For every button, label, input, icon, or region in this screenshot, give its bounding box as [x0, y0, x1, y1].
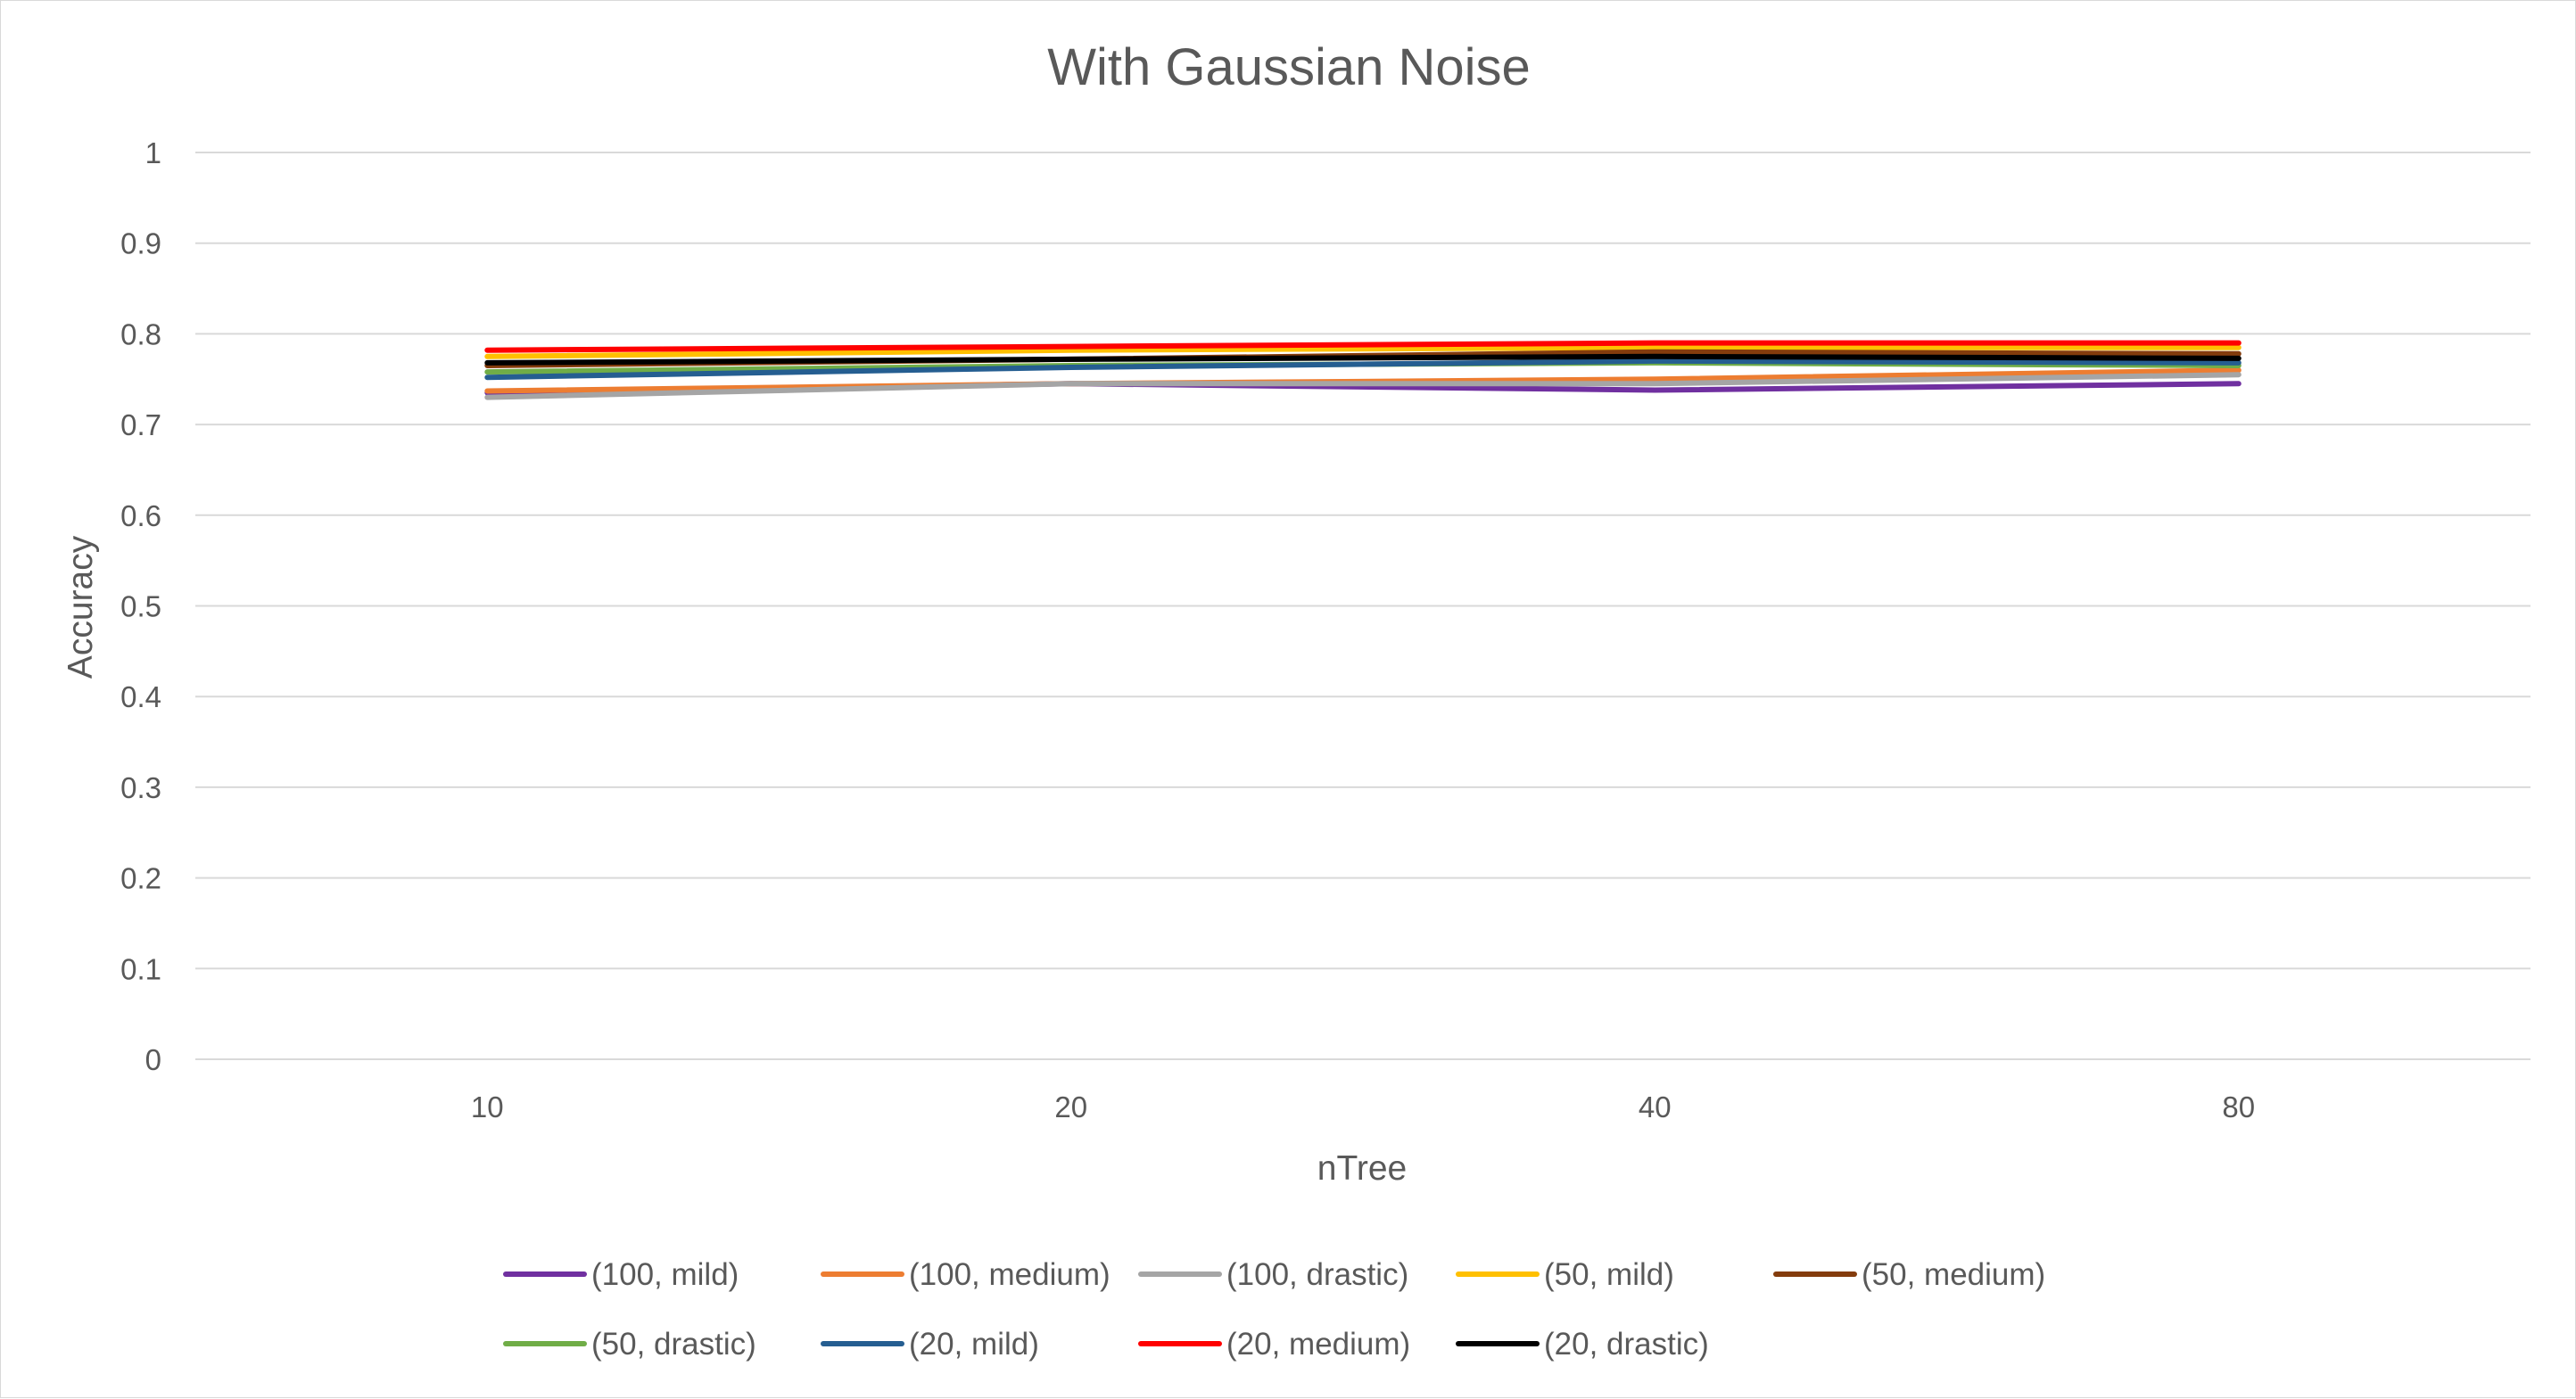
- legend-item: (100, drastic): [1138, 1257, 1408, 1292]
- y-tick-label: 0.4: [120, 680, 161, 713]
- x-tick-label: 10: [471, 1090, 504, 1123]
- legend-item: (50, mild): [1456, 1257, 1674, 1292]
- legend-label: (20, mild): [909, 1327, 1039, 1362]
- legend: (100, mild) (100, medium) (100, drastic) (5…: [503, 1257, 2045, 1362]
- legend-item: (100, mild): [503, 1257, 739, 1292]
- legend-label: (100, medium): [909, 1257, 1110, 1292]
- x-axis-title: nTree: [1317, 1149, 1407, 1188]
- y-tick-label: 0: [145, 1043, 161, 1076]
- y-tick-label: 0.8: [120, 317, 161, 350]
- chart-title: With Gaussian Noise: [1047, 38, 1531, 96]
- legend-item: (50, medium): [1773, 1257, 2045, 1292]
- x-tick-label: 40: [1639, 1090, 1672, 1123]
- x-axis-ticks: 10 20 40 80: [471, 1090, 2255, 1123]
- y-axis-title: Accuracy: [62, 535, 100, 679]
- series-line: [484, 353, 2242, 366]
- legend-label: (100, drastic): [1226, 1257, 1408, 1292]
- legend-item: (100, medium): [821, 1257, 1110, 1292]
- series-line: [484, 344, 2242, 359]
- y-tick-label: 1: [145, 136, 161, 169]
- y-tick-label: 0.7: [120, 408, 161, 441]
- series-line: [484, 358, 2242, 381]
- x-tick-label: 20: [1054, 1090, 1087, 1123]
- legend-label: (20, drastic): [1544, 1327, 1709, 1362]
- series-lines: [484, 340, 2242, 400]
- legend-item: (50, drastic): [503, 1327, 756, 1362]
- y-tick-label: 0.2: [120, 862, 161, 895]
- legend-label: (100, mild): [591, 1257, 739, 1292]
- gridlines: [195, 152, 2531, 1060]
- y-tick-label: 0.6: [120, 499, 161, 532]
- y-tick-label: 0.9: [120, 227, 161, 260]
- legend-item: (20, medium): [1138, 1327, 1410, 1362]
- legend-item: (20, mild): [821, 1327, 1039, 1362]
- legend-label: (50, medium): [1862, 1257, 2045, 1292]
- legend-label: (20, medium): [1226, 1327, 1410, 1362]
- y-tick-label: 0.3: [120, 771, 161, 804]
- legend-item: (20, drastic): [1456, 1327, 1709, 1362]
- y-tick-label: 0.1: [120, 952, 161, 985]
- series-line: [484, 340, 2242, 353]
- legend-label: (50, mild): [1544, 1257, 1674, 1292]
- x-tick-label: 80: [2222, 1090, 2255, 1123]
- y-tick-label: 0.5: [120, 590, 161, 623]
- series-line: [484, 372, 2242, 400]
- y-axis-ticks: 0 0.1 0.2 0.3 0.4 0.5 0.6 0.7 0.8 0.9 1: [120, 136, 161, 1076]
- legend-label: (50, drastic): [591, 1327, 756, 1362]
